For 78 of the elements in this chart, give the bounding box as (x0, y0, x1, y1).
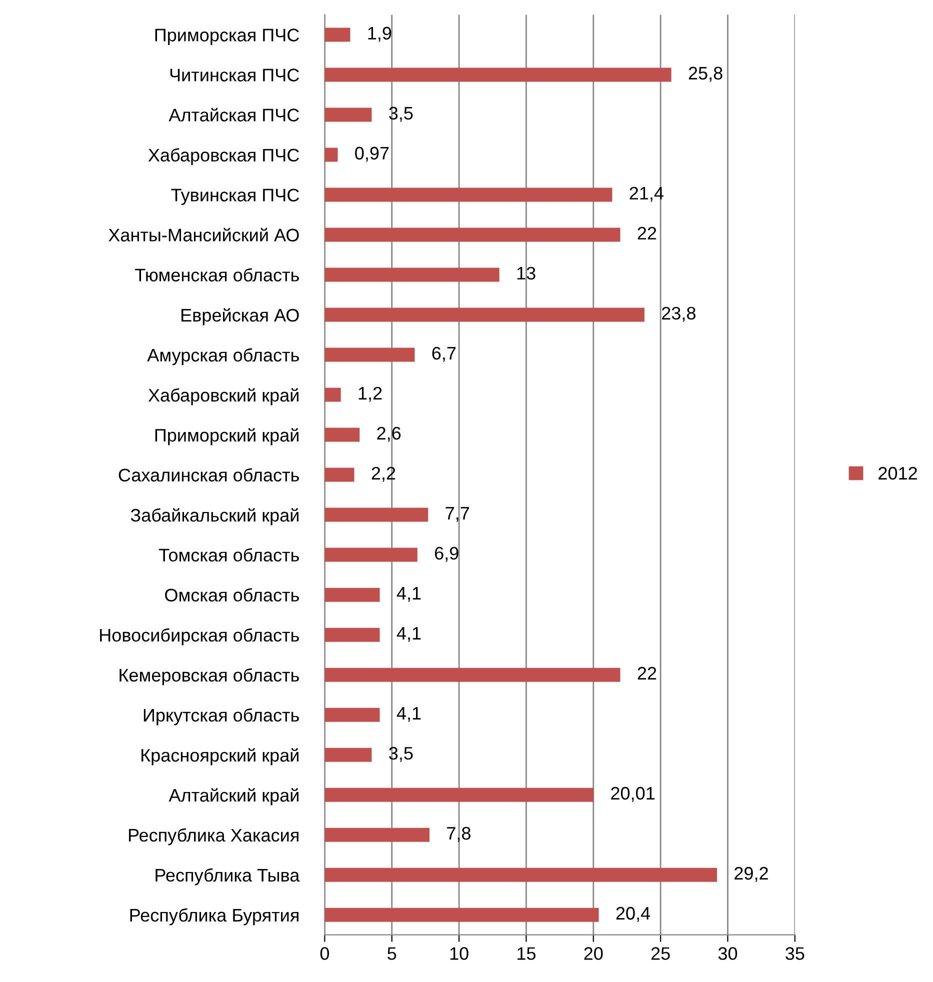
y-tick-label: Республика Бурятия (130, 908, 298, 926)
data-label: 22 (638, 666, 656, 680)
x-tick-label: 30 (718, 947, 738, 960)
y-tick-label: Республика Тыва (156, 868, 300, 886)
x-tick-label: 15 (518, 947, 536, 960)
y-tick-label: Еврейская АО (182, 308, 299, 326)
x-tick-label: 20 (584, 947, 603, 960)
y-tick-label: Кемеровская область (120, 668, 299, 686)
bar (324, 908, 599, 922)
data-label: 7,8 (447, 826, 470, 842)
bar (324, 148, 338, 162)
data-label: 4,1 (396, 707, 421, 722)
data-label: 0,97 (355, 146, 389, 162)
y-tick-label: Республика Хакасия (129, 828, 298, 846)
bar (324, 548, 418, 562)
y-tick-label: Приморская ПЧС (155, 28, 299, 46)
bar (324, 508, 428, 522)
data-label: 22 (638, 226, 656, 240)
y-tick-label: Новосибирская область (100, 628, 299, 646)
data-label: 2,2 (372, 466, 396, 482)
bar (324, 588, 380, 602)
bar (324, 628, 380, 642)
y-tick-label: Алтайский край (168, 788, 298, 806)
bar (324, 388, 341, 402)
data-label: 2,6 (377, 426, 401, 442)
x-tick-label: 25 (651, 947, 670, 960)
y-tick-label: Читинская ПЧС (170, 68, 299, 82)
y-tick-label: Красноярский край (142, 748, 298, 766)
data-label: 3,5 (389, 106, 413, 122)
data-label: 29,2 (734, 866, 768, 882)
bar (324, 708, 380, 722)
data-label: 20,01 (611, 786, 654, 802)
bar (324, 828, 430, 842)
data-label: 20,4 (616, 906, 650, 922)
data-label: 21,4 (630, 186, 664, 202)
y-tick-label: Алтайская ПЧС (168, 108, 299, 122)
data-label: 25,8 (688, 66, 722, 82)
y-tick-label: Иркутская область (144, 708, 299, 726)
y-tick-label: Томская область (158, 548, 299, 562)
bar (324, 748, 372, 762)
data-label: 13 (517, 266, 536, 280)
bar (324, 268, 500, 282)
bar (324, 108, 372, 122)
y-tick-label: Ханты-Мансийский АО (108, 228, 299, 242)
data-label: 1,9 (368, 26, 392, 42)
y-tick-label: Тюменская область (135, 268, 299, 282)
data-label: 6,7 (432, 346, 456, 362)
y-tick-label: Тувинская ПЧС (171, 188, 299, 206)
data-label: 23,8 (662, 306, 696, 322)
bar (324, 188, 612, 202)
y-tick-label: Амурская область (147, 348, 299, 366)
bar (324, 348, 415, 362)
data-label: 4,1 (396, 587, 421, 602)
y-tick-label: Забайкальский край (130, 508, 298, 526)
bar (324, 28, 350, 42)
legend-label: 2012 (878, 466, 917, 480)
bar (324, 428, 360, 442)
bar (324, 228, 620, 242)
y-tick-label: Омская область (165, 588, 299, 602)
bar (324, 668, 620, 682)
x-tick-label: 0 (320, 947, 329, 960)
data-label: 7,7 (446, 507, 469, 522)
y-tick-label: Сахалинская область (118, 468, 299, 482)
data-label: 1,2 (358, 386, 382, 402)
bar (324, 868, 717, 882)
x-tick-label: 10 (450, 947, 468, 960)
bar (324, 468, 354, 482)
bar (324, 308, 644, 322)
bar (324, 788, 594, 802)
bar (324, 68, 672, 82)
x-tick-label: 35 (786, 947, 804, 960)
data-label: 3,5 (389, 746, 413, 762)
data-label: 6,9 (434, 546, 458, 562)
x-tick-label: 5 (388, 947, 396, 960)
data-label: 4,1 (396, 627, 421, 642)
y-tick-label: Хабаровская ПЧС (148, 148, 299, 166)
y-tick-label: Хабаровский край (148, 388, 298, 406)
y-tick-label: Приморский край (155, 428, 298, 446)
